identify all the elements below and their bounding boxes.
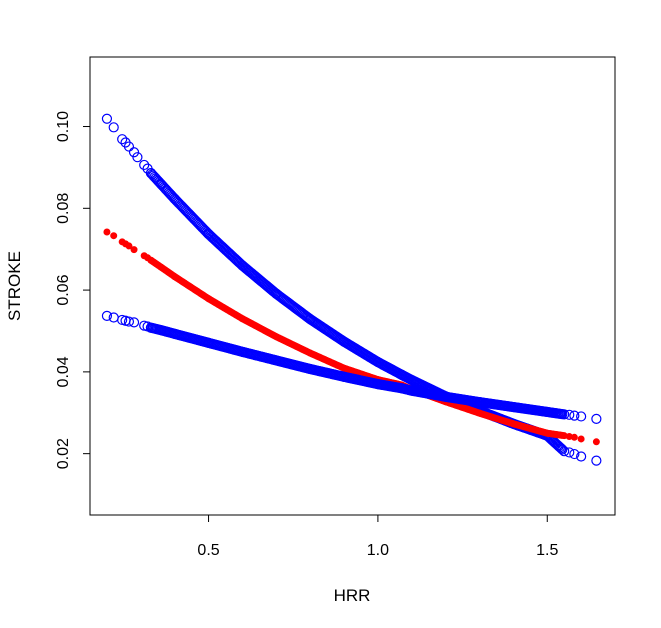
y-tick-label: 0.04 [55, 356, 72, 387]
data-point [557, 409, 568, 420]
data-point [130, 246, 138, 254]
data-point [564, 447, 575, 458]
data-point [123, 316, 135, 327]
data-point [123, 141, 135, 152]
series-3 [101, 310, 602, 425]
plot-box [89, 56, 616, 516]
y-tick-label: 0.02 [55, 438, 72, 469]
data-point [101, 113, 113, 124]
y-axis-title: STROKE [5, 251, 24, 321]
data-point [570, 433, 578, 441]
data-point [132, 152, 143, 163]
data-point [128, 317, 140, 328]
data-point [591, 413, 602, 425]
data-point [576, 451, 587, 462]
data-point [577, 435, 585, 443]
data-point [554, 442, 566, 453]
y-tick-label: 0.08 [55, 193, 72, 224]
data-point [556, 443, 567, 454]
data-point [569, 410, 580, 421]
data-point [576, 411, 587, 422]
x-axis-title: HRR [334, 586, 371, 605]
data-point [591, 455, 602, 466]
x-tick-label: 1.5 [536, 542, 558, 559]
data-point [101, 310, 113, 321]
data-series [101, 113, 602, 466]
y-tick-label: 0.06 [55, 274, 72, 305]
x-axis: 0.5 1.0 1.5 [197, 515, 558, 559]
data-point [592, 438, 600, 446]
data-point [125, 242, 133, 250]
data-point [117, 134, 128, 145]
data-point [103, 228, 111, 236]
data-point [569, 448, 580, 460]
y-axis: 0.02 0.04 0.06 0.08 0.10 [55, 111, 90, 469]
data-point [553, 441, 564, 452]
x-tick-label: 1.0 [367, 542, 389, 559]
x-tick-label: 0.5 [197, 542, 219, 559]
data-point [558, 431, 566, 439]
data-point [110, 232, 118, 240]
data-point [557, 444, 568, 455]
data-point [139, 159, 150, 171]
y-tick-label: 0.10 [55, 111, 72, 142]
data-point [108, 122, 119, 133]
